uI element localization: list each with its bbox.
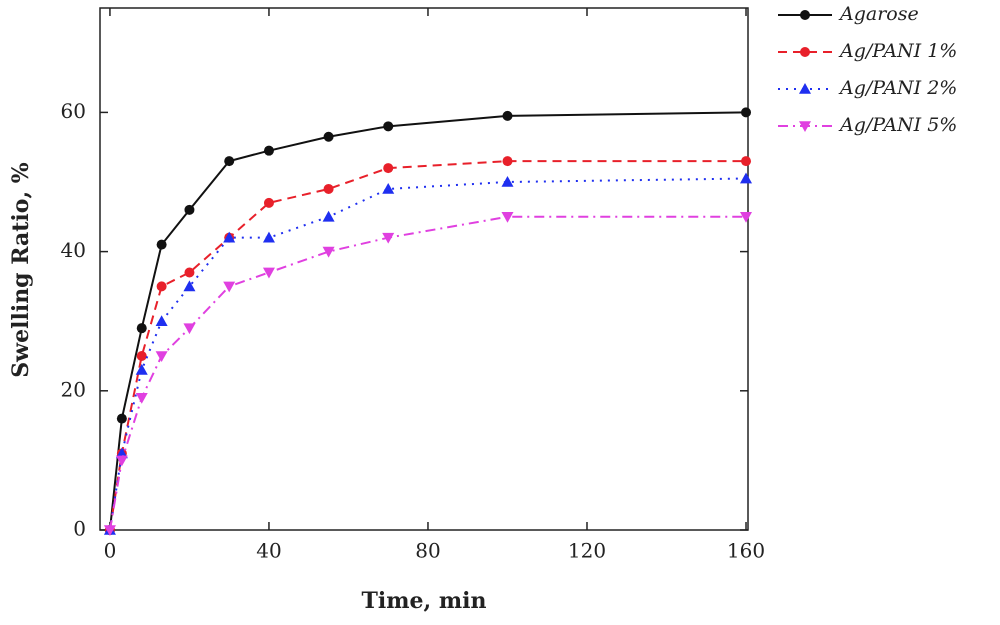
series-line [108,111,747,531]
data-point [156,239,167,250]
y-tick-label: 60 [61,99,86,123]
x-axis-title: Time, min [362,588,487,614]
legend-label: Ag/PANI 5% [838,114,957,136]
data-point [262,231,275,243]
data-point [183,323,196,335]
data-point [155,315,168,326]
data-point [263,145,274,156]
data-point [383,163,394,174]
legend-marker [799,83,811,94]
data-point [740,212,753,223]
data-point [115,455,128,467]
data-point [383,121,394,132]
data-point [323,131,334,142]
x-tick-label: 0 [104,539,117,563]
data-point [263,197,274,208]
x-tick-label: 80 [415,539,440,563]
data-point [223,231,236,243]
data-point [223,281,236,293]
y-tick-label: 40 [61,238,86,262]
legend-label: Ag/PANI 1% [838,40,957,62]
data-point [136,351,147,361]
data-point [183,280,196,292]
data-point [116,413,127,424]
data-point [323,183,334,194]
data-point [741,156,752,167]
data-point [103,525,116,536]
data-point [135,392,148,404]
data-point [322,246,335,258]
data-point [135,363,148,375]
data-point [382,232,395,244]
y-axis-title: Swelling Ratio, % [8,162,34,377]
data-point [136,323,147,334]
data-point [741,107,752,118]
legend-marker [800,10,810,20]
x-tick-label: 120 [568,539,606,563]
data-point [155,351,168,362]
x-tick-label: 40 [256,539,281,563]
data-point [501,176,514,187]
series-line [108,215,747,531]
y-tick-label: 0 [73,517,86,541]
y-tick-label: 20 [61,377,86,401]
data-point [262,267,275,279]
data-point [501,212,514,223]
x-tick-label: 160 [727,539,765,563]
data-point [156,281,167,292]
data-point [184,267,195,278]
legend-marker [800,47,810,57]
legend-label: Agarose [838,3,919,25]
data-point [740,172,753,184]
data-point [322,210,335,222]
data-point [115,447,128,459]
data-point [184,204,195,215]
data-point [502,156,513,167]
data-point [224,156,235,167]
legend-marker [799,121,811,132]
data-point [502,110,513,121]
plot-frame [99,7,749,531]
data-point [382,182,395,194]
legend-label: Ag/PANI 2% [838,77,957,99]
